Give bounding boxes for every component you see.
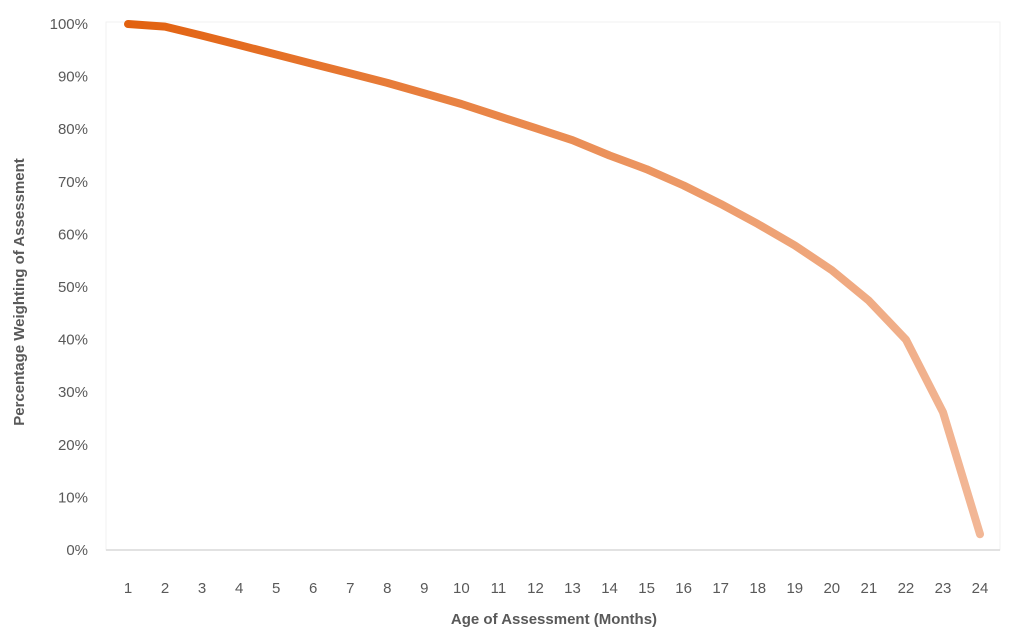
plot-frame: [105, 21, 1001, 551]
x-tick-label: 13: [564, 580, 581, 597]
y-tick-label: 30%: [58, 384, 88, 401]
y-axis-title: Percentage Weighting of Assessment: [11, 158, 28, 426]
x-tick-label: 4: [235, 580, 243, 597]
x-tick-label: 23: [935, 580, 952, 597]
x-tick-label: 2: [161, 580, 169, 597]
x-tick-label: 18: [749, 580, 766, 597]
x-tick-label: 15: [638, 580, 655, 597]
y-tick-label: 70%: [58, 174, 88, 191]
y-tick-label: 10%: [58, 489, 88, 506]
x-axis-ticks: 1 2 3 4 5 6 7 8 9 10 11 12 13 14 15 16 17 18 19 20 21 22 23 24: [124, 580, 989, 597]
series-line: [124, 20, 984, 539]
y-tick-label: 90%: [58, 69, 88, 86]
x-tick-label: 3: [198, 580, 206, 597]
x-tick-label: 8: [383, 580, 391, 597]
x-tick-label: 6: [309, 580, 317, 597]
x-tick-label: 5: [272, 580, 280, 597]
x-tick-label: 24: [972, 580, 989, 597]
x-tick-label: 1: [124, 580, 132, 597]
x-tick-label: 21: [861, 580, 878, 597]
x-tick-label: 10: [453, 580, 470, 597]
y-tick-label: 20%: [58, 437, 88, 454]
x-tick-label: 14: [601, 580, 618, 597]
x-tick-label: 22: [898, 580, 915, 597]
x-axis-title: Age of Assessment (Months): [451, 611, 657, 628]
y-tick-label: 40%: [58, 332, 88, 349]
y-tick-label: 0%: [66, 542, 88, 559]
x-tick-label: 9: [420, 580, 428, 597]
x-tick-label: 17: [712, 580, 729, 597]
y-tick-label: 80%: [58, 121, 88, 138]
x-tick-label: 20: [823, 580, 840, 597]
x-tick-label: 16: [675, 580, 692, 597]
plot-area: [105, 20, 1001, 551]
y-tick-label: 50%: [58, 279, 88, 296]
x-tick-label: 19: [786, 580, 803, 597]
y-tick-label: 100%: [50, 16, 88, 33]
x-tick-label: 11: [491, 580, 507, 597]
y-axis-ticks: 0% 10% 20% 30% 40% 50% 60% 70% 80% 90% 100%: [50, 16, 88, 559]
x-tick-label: 7: [346, 580, 354, 597]
y-tick-label: 60%: [58, 226, 88, 243]
x-tick-label: 12: [527, 580, 544, 597]
